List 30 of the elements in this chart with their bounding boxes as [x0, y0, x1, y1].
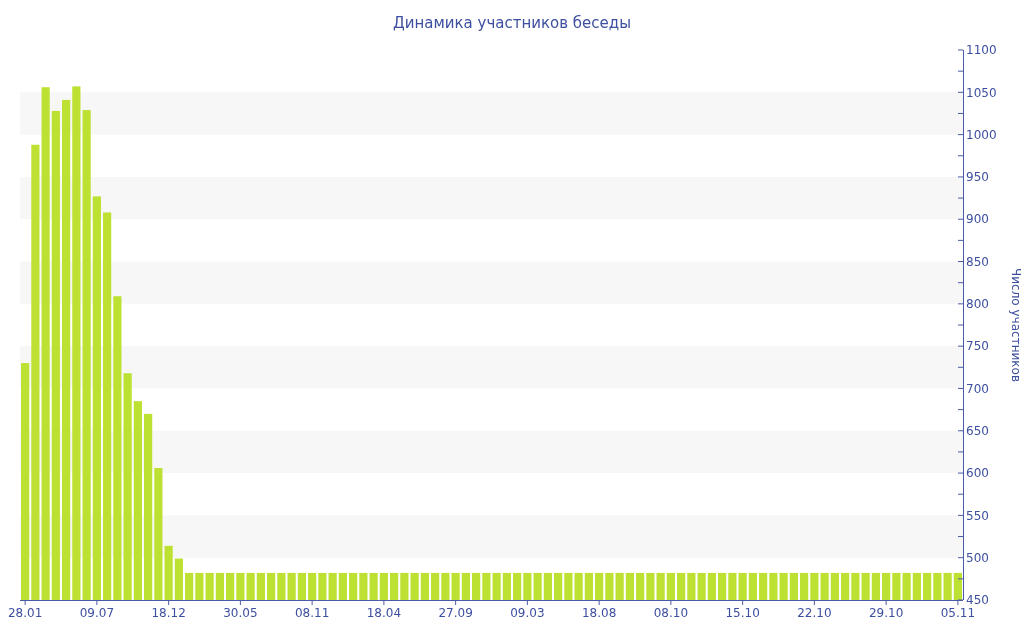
y-tick-label: 450	[966, 593, 989, 608]
y-tick-label: 1050	[966, 85, 997, 100]
x-tick-label: 08.11	[294, 606, 330, 620]
y-tick-label: 700	[966, 381, 989, 396]
y-tick-label: 500	[966, 550, 989, 565]
x-tick-label: 27.09	[438, 606, 473, 620]
x-tick-label: 18.08	[581, 606, 617, 620]
chart-title: Динамика участников беседы	[392, 14, 632, 32]
x-tick-label: 05.11	[940, 606, 976, 620]
y-tick-label: 900	[966, 212, 989, 227]
x-tick-label: 28.01	[7, 606, 43, 620]
x-tick-label: 29.10	[868, 606, 904, 620]
y-tick-label: 600	[966, 466, 989, 481]
y-tick-label: 950	[966, 170, 989, 185]
x-tick-label: 30.05	[223, 606, 258, 620]
x-tick-label: 18.04	[366, 606, 402, 620]
x-tick-label: 09.07	[79, 606, 115, 620]
x-tick-label: 15.10	[725, 606, 760, 620]
x-tick-label: 22.10	[797, 606, 832, 620]
x-tick-label: 18.12	[151, 606, 186, 620]
y-tick-label: 650	[966, 423, 989, 438]
y-tick-label: 850	[966, 254, 989, 269]
y-axis-title: Число участников	[1009, 268, 1023, 382]
x-tick-label: 09.03	[510, 606, 545, 620]
y-tick-label: 750	[966, 339, 989, 354]
x-tick-label: 08.10	[653, 606, 689, 620]
y-tick-label: 1100	[966, 43, 997, 58]
y-tick-label: 550	[966, 508, 989, 523]
y-tick-label: 1000	[966, 127, 997, 142]
y-tick-label: 800	[966, 297, 989, 312]
